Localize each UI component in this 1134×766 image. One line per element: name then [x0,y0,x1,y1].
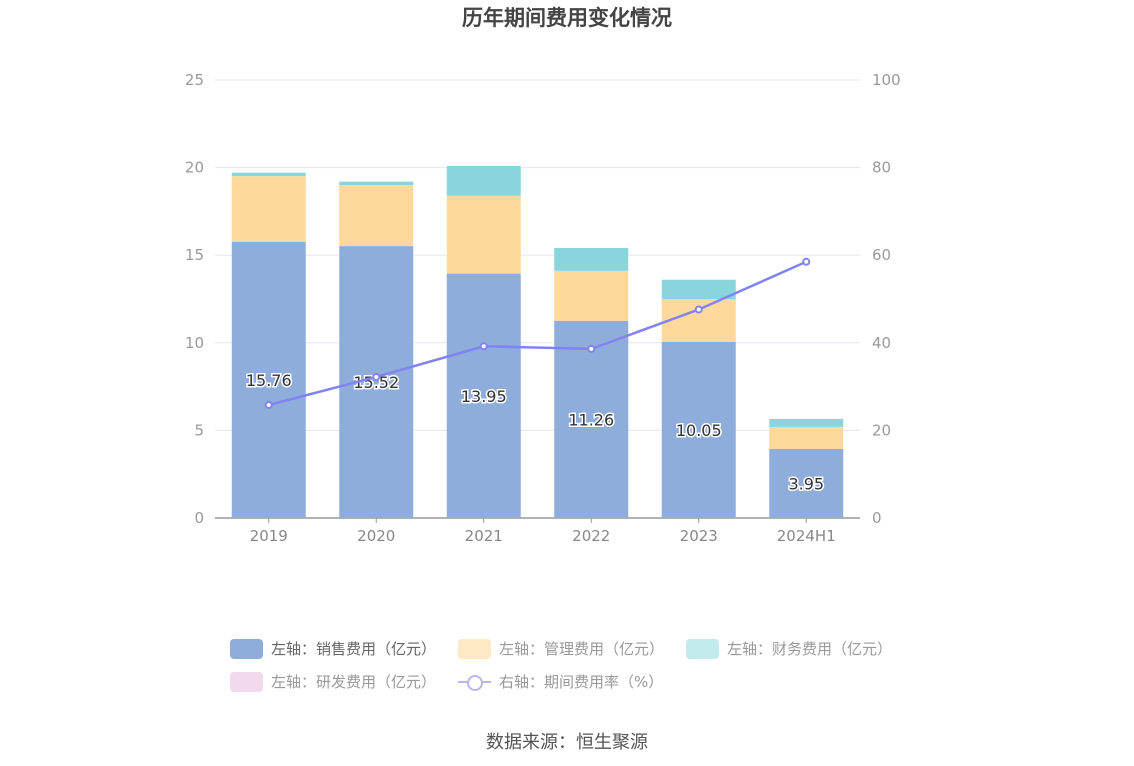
legend-label-admin: 左轴：管理费用（亿元） [499,640,665,658]
legend-item-admin[interactable]: 左轴：管理费用（亿元） [458,638,664,659]
bar-value-labels: 15.76 15.52 13.95 11.26 10.05 3.95 [244,369,825,494]
legend-item-rnd[interactable]: 左轴：研发费用（亿元） [230,671,436,692]
right-tick-label: 80 [872,159,891,177]
legend-row-1: 左轴：销售费用（亿元） 左轴：管理费用（亿元） 左轴：财务费用（亿元） [230,632,930,665]
x-tick-label: 2022 [572,527,610,545]
left-tick-label: 5 [194,421,204,439]
right-tick-label: 0 [872,509,882,527]
bar-segment[interactable] [554,270,629,321]
chart-title: 历年期间费用变化情况 [462,6,672,30]
bar-value-label: 15.52 [353,373,399,392]
bar-segment[interactable] [769,426,844,449]
left-tick-label: 0 [194,509,204,527]
rate-point[interactable] [802,257,811,266]
x-tick-label: 2019 [250,527,288,545]
legend-item-finance[interactable]: 左轴：财务费用（亿元） [686,638,892,659]
legend-swatch-rnd [230,671,263,692]
legend-swatch-admin [458,638,492,659]
legend-swatch-sales [230,638,263,659]
rate-line [264,257,811,409]
left-tick-label: 25 [185,71,204,89]
legend-item-rate[interactable]: 右轴：期间费用率（%） [458,671,663,692]
bar-value-label: 15.76 [246,371,292,390]
bar-value-label: 3.95 [788,474,824,493]
right-tick-label: 40 [872,334,891,352]
rate-point[interactable] [479,342,488,351]
bar-value-label: 11.26 [568,410,614,429]
right-tick-label: 100 [872,71,901,89]
legend-label-rnd: 左轴：研发费用（亿元） [271,673,437,691]
rate-point[interactable] [694,305,703,314]
bar-segment[interactable] [661,299,736,342]
left-axis-ticks: 0 5 10 15 20 25 [185,71,204,527]
legend-label-finance: 左轴：财务费用（亿元） [727,640,893,658]
bar-value-label: 10.05 [676,421,722,440]
grid-lines [215,79,860,519]
bar-segment[interactable] [769,419,844,427]
legend-label-rate: 右轴：期间费用率（%） [499,673,664,691]
x-tick-label: 2021 [465,527,503,545]
legend-label-sales: 左轴：销售费用（亿元） [271,640,437,658]
legend-swatch-finance [686,638,720,659]
bar-segment[interactable] [446,165,521,196]
legend-row-2: 左轴：研发费用（亿元） 右轴：期间费用率（%） [230,665,930,698]
bar-segment[interactable] [446,273,521,518]
right-tick-label: 60 [872,246,891,264]
bar-segment[interactable] [446,195,521,274]
bar-segment[interactable] [554,248,629,271]
bar-segment[interactable] [231,176,306,242]
bar-value-label: 13.95 [461,387,507,406]
left-tick-label: 15 [185,246,204,264]
left-tick-label: 20 [185,159,204,177]
bar-segment[interactable] [554,320,629,518]
rate-line-path [268,260,807,407]
bar-segment[interactable] [231,172,306,177]
rate-point[interactable] [372,372,381,381]
rate-point[interactable] [587,344,596,353]
left-tick-label: 10 [185,334,204,352]
bar-segment[interactable] [339,246,414,518]
x-tick-label: 2023 [680,527,718,545]
x-tick-label: 2020 [357,527,395,545]
bar-segment[interactable] [231,241,306,518]
x-axis-ticks: 2019 2020 2021 2022 2023 2024H1 [250,518,836,545]
right-axis-ticks: 0 20 40 60 80 100 [872,71,901,527]
x-tick-label: 2024H1 [777,527,836,545]
bar-segment[interactable] [339,181,414,186]
right-tick-label: 20 [872,421,891,439]
data-source: 数据来源：恒生聚源 [486,732,648,753]
legend: 左轴：销售费用（亿元） 左轴：管理费用（亿元） 左轴：财务费用（亿元） 左轴：研… [230,632,930,698]
legend-item-sales[interactable]: 左轴：销售费用（亿元） [230,638,436,659]
bar-segment[interactable] [339,185,414,247]
bar-segment[interactable] [661,341,736,518]
rate-point[interactable] [264,400,273,409]
bars [231,165,844,518]
bar-segment[interactable] [769,448,844,518]
legend-swatch-rate [458,672,492,692]
bar-segment[interactable] [661,279,736,299]
